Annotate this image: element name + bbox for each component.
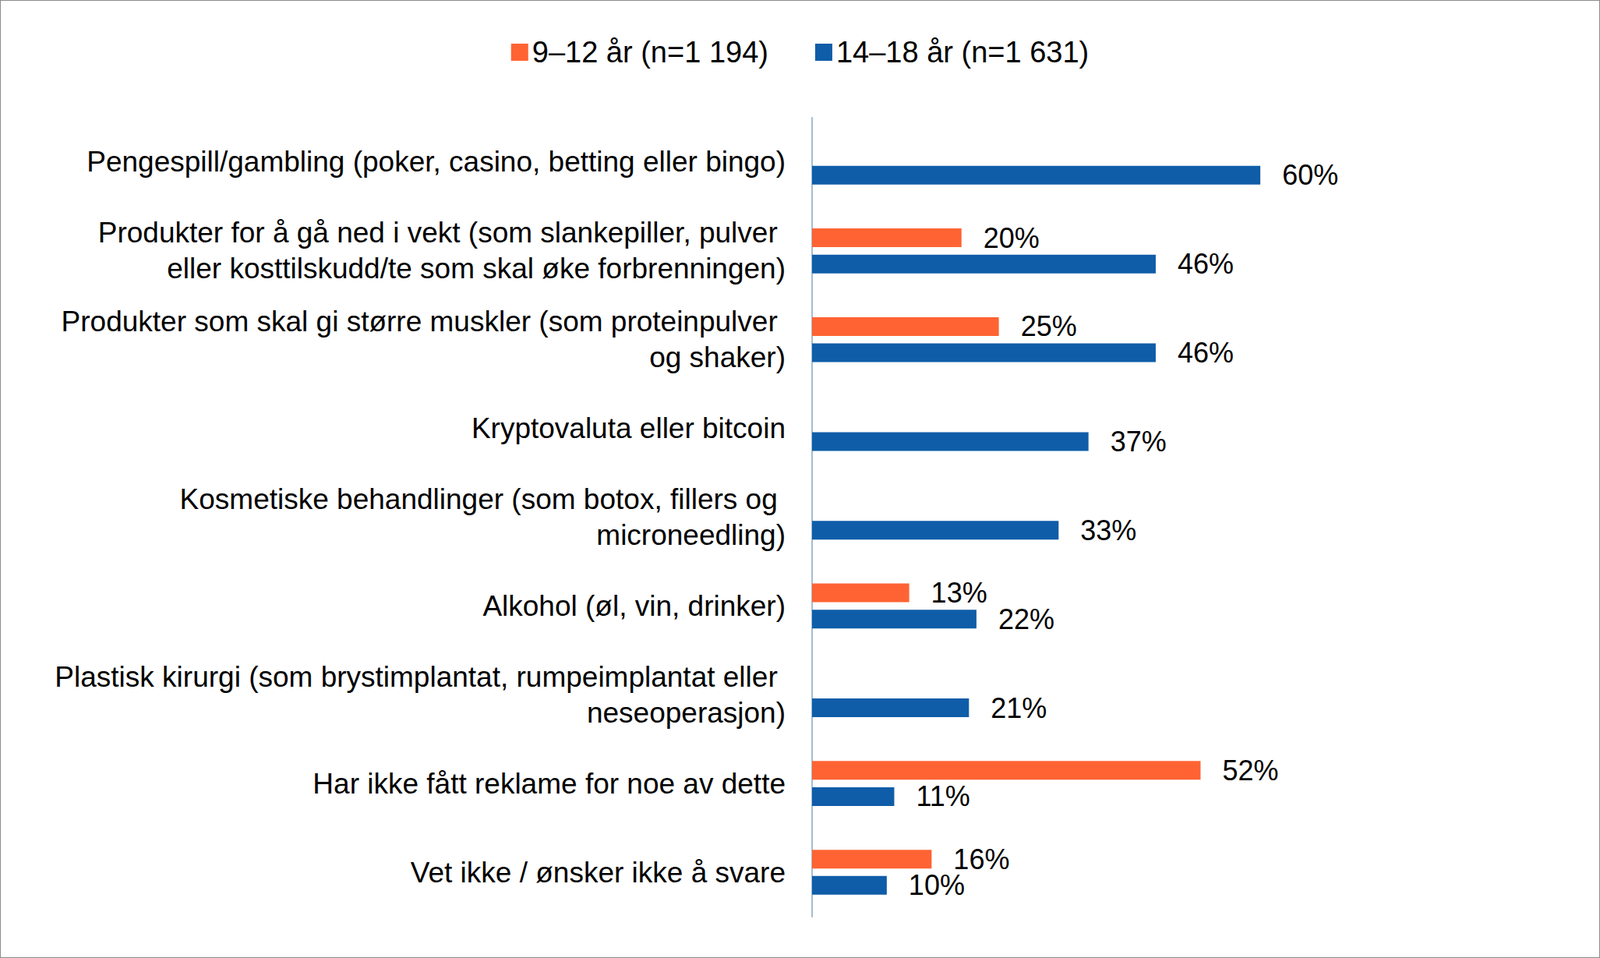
svg-text:9–12 år (n=1 194): 9–12 år (n=1 194) (532, 35, 769, 69)
svg-text:16%: 16% (953, 843, 1010, 876)
svg-text:60%: 60% (1282, 158, 1339, 191)
svg-text:Kryptovaluta eller bitcoin: Kryptovaluta eller bitcoin (471, 412, 786, 445)
svg-text:14–18 år (n=1 631): 14–18 år (n=1 631) (836, 35, 1089, 69)
svg-text:10%: 10% (908, 868, 965, 901)
svg-text:46%: 46% (1177, 336, 1234, 369)
svg-text:22%: 22% (998, 603, 1055, 636)
svg-text:Har ikke fått reklame for noe: Har ikke fått reklame for noe av dette (312, 767, 786, 800)
svg-text:Produkter som skal gi større m: Produkter som skal gi større muskler (so… (61, 305, 786, 338)
svg-text:33%: 33% (1080, 514, 1137, 547)
svg-text:eller kosttilskudd/te som skal: eller kosttilskudd/te som skal øke forbr… (166, 252, 786, 285)
svg-text:og shaker): og shaker) (649, 341, 786, 374)
svg-text:microneedling): microneedling) (596, 519, 786, 551)
svg-text:25%: 25% (1020, 310, 1078, 343)
svg-text:Vet ikke / ønsker ikke å svare: Vet ikke / ønsker ikke å svare (410, 856, 786, 889)
svg-text:11%: 11% (915, 780, 970, 813)
svg-text:Plastisk kirurgi (som brystimp: Plastisk kirurgi (som brystimplantat, ru… (54, 660, 786, 693)
svg-text:20%: 20% (983, 222, 1040, 255)
svg-text:Produkter for å gå ned i vekt: Produkter for å gå ned i vekt (som slank… (98, 216, 786, 249)
svg-text:52%: 52% (1222, 754, 1279, 787)
svg-text:21%: 21% (990, 692, 1047, 725)
svg-text:13%: 13% (931, 576, 988, 609)
svg-text:46%: 46% (1177, 247, 1234, 280)
svg-text:Kosmetiske behandlinger (som b: Kosmetiske behandlinger (som botox, fill… (180, 483, 786, 516)
svg-text:37%: 37% (1110, 425, 1167, 458)
svg-text:Pengespill/gambling (poker, ca: Pengespill/gambling (poker, casino, bett… (86, 145, 786, 178)
svg-text:Alkohol (øl, vin, drinker): Alkohol (øl, vin, drinker) (482, 589, 786, 622)
svg-text:neseoperasjon): neseoperasjon) (586, 696, 786, 729)
